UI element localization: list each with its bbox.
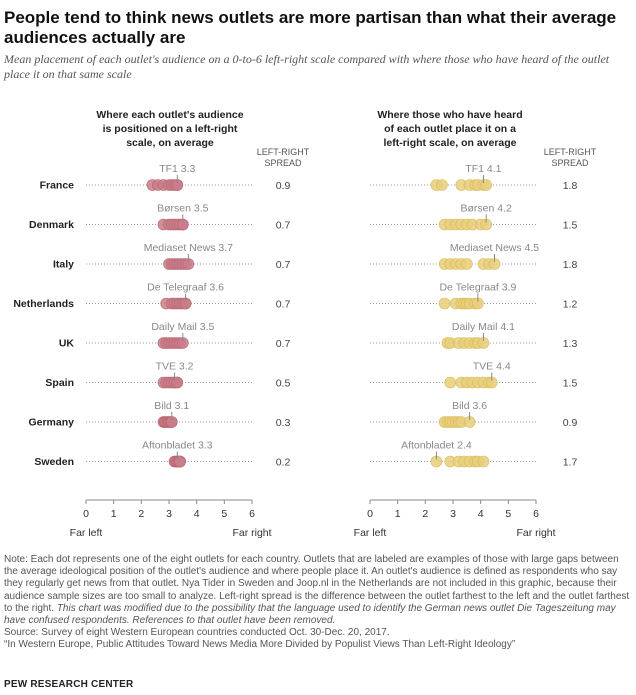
outlet-label: TF1 4.1 (465, 163, 501, 175)
brand-logo-text: PEW RESEARCH CENTER (4, 679, 134, 690)
spread-header-line: LEFT-RIGHT (544, 147, 597, 157)
outlet-label: Børsen 3.5 (157, 203, 209, 215)
spread-value: 0.7 (276, 299, 291, 311)
outlet-label: TVE 4.4 (473, 361, 511, 373)
spread-value: 0.9 (276, 180, 291, 192)
outlet-label: TF1 3.3 (159, 163, 195, 175)
report-title: “In Western Europe, Public Attitudes Tow… (4, 639, 516, 651)
x-tick-label: 1 (395, 508, 401, 520)
source-text: Source: Survey of eight Western European… (4, 627, 390, 639)
spread-value: 1.7 (563, 457, 578, 469)
spread-header-line: SPREAD (264, 158, 302, 168)
x-tick-label: 2 (422, 508, 428, 520)
country-label: Germany (28, 417, 74, 429)
country-label: Spain (45, 377, 74, 389)
x-tick-label: 6 (533, 508, 539, 520)
country-label: Sweden (34, 456, 74, 468)
x-tick-label: 5 (221, 508, 227, 520)
outlet-dot (461, 258, 473, 270)
country-label: France (40, 180, 75, 192)
outlet-label: De Telegraaf 3.9 (439, 282, 516, 294)
panel-header-line: of each outlet place it on a (384, 123, 516, 135)
panel-header-line: Where each outlet's audience (96, 109, 243, 121)
note-text: Note: Each dot represents one of the eig… (4, 554, 630, 627)
x-tick-label: 3 (450, 508, 456, 520)
far-left-label: Far left (354, 527, 387, 539)
outlet-dot (174, 455, 186, 468)
spread-value: 0.7 (276, 338, 291, 350)
outlet-label: Aftonbladet 3.3 (142, 440, 213, 452)
country-label: Denmark (29, 219, 74, 231)
note-italic: This chart was modified due to the possi… (4, 602, 616, 627)
x-tick-label: 6 (249, 508, 255, 520)
spread-header-line: LEFT-RIGHT (257, 147, 310, 157)
spread-value: 0.9 (563, 417, 578, 429)
spread-header-line: SPREAD (551, 158, 589, 168)
outlet-label: De Telegraaf 3.6 (147, 282, 224, 294)
chart-title: People tend to think news outlets are mo… (4, 8, 617, 47)
spread-value: 1.8 (563, 180, 578, 192)
x-tick-label: 4 (478, 508, 484, 520)
notes-block: Note: Each dot represents one of the eig… (4, 554, 632, 652)
spread-value: 0.2 (276, 457, 291, 469)
outlet-dot (438, 297, 451, 310)
spread-value: 0.3 (276, 417, 291, 429)
spread-value: 1.2 (563, 299, 578, 311)
country-label: Netherlands (13, 298, 74, 310)
outlet-label: Daily Mail 4.1 (452, 321, 515, 333)
chart-subtitle: Mean placement of each outlet's audience… (4, 52, 610, 81)
outlet-label: Mediaset News 3.7 (144, 242, 233, 254)
spread-value: 0.7 (276, 259, 291, 271)
spread-value: 1.5 (563, 220, 578, 232)
outlet-dot (477, 455, 490, 468)
outlet-label: Aftonbladet 2.4 (401, 440, 472, 452)
panel-header-line: left-right scale, on average (383, 137, 516, 149)
spread-value: 1.3 (563, 338, 578, 350)
far-right-label: Far right (232, 527, 271, 539)
far-left-label: Far left (70, 527, 103, 539)
x-tick-label: 2 (138, 508, 144, 520)
outlet-label: TVE 3.2 (156, 361, 194, 373)
panel-header-line: is positioned on a left-right (103, 123, 238, 135)
outlet-label: Daily Mail 3.5 (151, 321, 214, 333)
outlet-dot (480, 179, 493, 191)
spread-value: 0.5 (276, 378, 291, 390)
far-right-label: Far right (516, 527, 555, 539)
x-tick-label: 5 (505, 508, 511, 520)
spread-value: 1.5 (563, 378, 578, 390)
spread-value: 0.7 (276, 220, 291, 232)
outlet-label: Bild 3.6 (452, 400, 487, 412)
outlet-label: Børsen 4.2 (461, 203, 513, 215)
outlet-label: Mediaset News 4.5 (450, 242, 539, 254)
x-tick-label: 0 (83, 508, 89, 520)
country-label: Italy (53, 259, 74, 271)
outlet-dot (444, 376, 457, 389)
x-tick-label: 4 (194, 508, 200, 520)
spread-value: 1.8 (563, 259, 578, 271)
x-tick-label: 0 (367, 508, 373, 520)
x-tick-label: 3 (166, 508, 172, 520)
x-tick-label: 1 (111, 508, 117, 520)
outlet-dot (171, 376, 184, 389)
outlet-label: Bild 3.1 (154, 400, 189, 412)
outlet-dot (436, 179, 448, 191)
panel-header-line: scale, on average (126, 137, 214, 149)
dot-plot-chart: Where each outlet's audience is positione… (13, 109, 597, 539)
country-label: UK (59, 338, 75, 350)
panel-header-line: Where those who have heard (377, 109, 522, 121)
